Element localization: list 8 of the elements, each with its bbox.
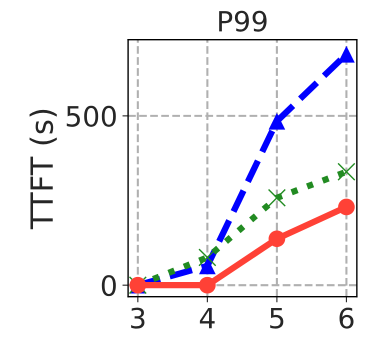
chart-title: P99 bbox=[219, 10, 267, 32]
y-tick-label: 500 bbox=[66, 106, 116, 127]
x-tick-label: 6 bbox=[340, 308, 354, 329]
x-tick-label: 5 bbox=[270, 308, 284, 329]
y-axis-title: TTFT (s) bbox=[30, 110, 57, 230]
y-tick-label: 0 bbox=[102, 275, 116, 296]
x-tick-label: 4 bbox=[200, 308, 215, 328]
x-tick-label: 3 bbox=[131, 308, 144, 329]
